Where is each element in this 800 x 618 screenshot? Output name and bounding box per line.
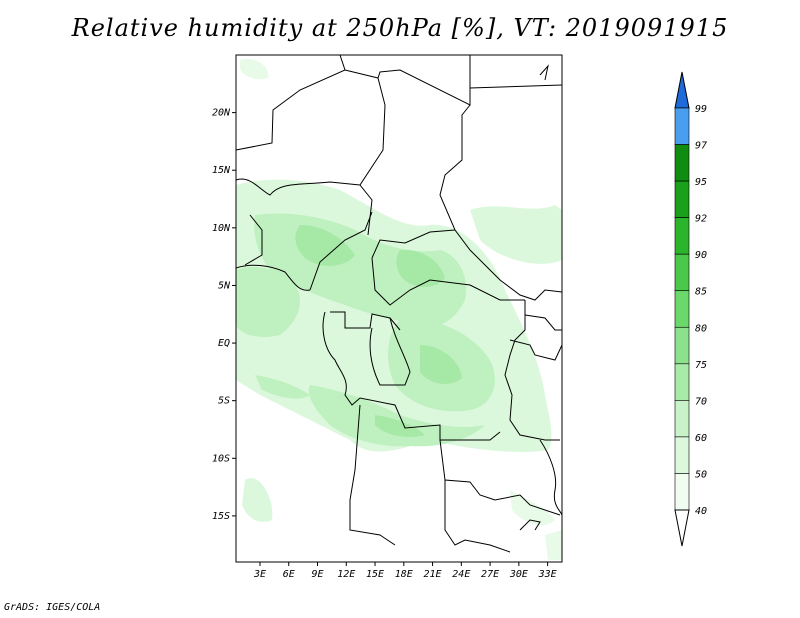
border-line [371, 229, 456, 259]
border-line [509, 339, 563, 361]
humidity-area-dark [420, 345, 462, 384]
humidity-area-light [510, 490, 555, 526]
border-line [235, 54, 346, 151]
colorbar-bin [674, 253, 690, 292]
colorbar-bin [674, 400, 690, 438]
lon-tick-label: 6E [283, 569, 295, 580]
humidity-area-light [240, 59, 269, 80]
lon-tick-label: 27E [481, 569, 499, 580]
lon-tick-label: 9E [311, 569, 323, 580]
colorbar-label: 80 [695, 323, 707, 334]
colorbar-label: 90 [695, 250, 707, 261]
colorbar-bin [674, 363, 690, 401]
colorbar-bin [674, 107, 690, 145]
border-line [439, 439, 561, 516]
colorbar-label: 60 [695, 433, 707, 444]
lon-tick-label: 24E [452, 569, 470, 580]
colorbar-bin [674, 290, 690, 328]
humidity-area-dark [295, 225, 355, 266]
colorbar-label: 40 [695, 506, 707, 517]
credit-label: GrADS: IGES/COLA [4, 602, 101, 613]
lon-tick-label: 12E [337, 569, 355, 580]
humidity-area-dark [375, 415, 425, 437]
lon-tick-label: 33E [538, 569, 557, 580]
colorbar-bin [674, 436, 690, 474]
border-line [504, 300, 560, 441]
lat-tick-label: 10N [212, 223, 231, 234]
country-borders [235, 54, 563, 553]
border-line [369, 317, 411, 386]
colorbar-bin [674, 326, 690, 365]
colorbar-label: 85 [695, 287, 707, 298]
humidity-area-light [242, 478, 273, 522]
border-line [524, 314, 562, 331]
lat-tick-label: 10S [212, 453, 230, 464]
lat-tick-label: 5N [218, 280, 231, 291]
lat-tick-label: 5S [218, 396, 230, 407]
border-line [439, 104, 563, 301]
colorbar-bin [674, 180, 690, 218]
colorbar-label: 50 [695, 469, 707, 480]
longitude-ticks: 3E 6E 9E 12E 15E 18E 21E 24E 27E 30E 33E [253, 562, 557, 580]
humidity-shading [236, 59, 562, 560]
humidity-area-light [470, 205, 562, 264]
colorbar-bin [674, 144, 690, 182]
lat-tick-label: EQ [218, 338, 230, 349]
border-line [539, 64, 549, 81]
humidity-area-medium [236, 266, 300, 337]
colorbar-label: 70 [695, 396, 707, 407]
border-line [244, 214, 263, 266]
border-line [349, 404, 396, 546]
lon-tick-label: 3E [253, 569, 266, 580]
humidity-area-medium [255, 375, 310, 399]
lon-tick-label: 21E [424, 569, 442, 580]
border-line [371, 257, 525, 306]
border-line [539, 439, 563, 516]
colorbar-lower-triangle [674, 509, 690, 547]
lon-tick-label: 30E [509, 569, 528, 580]
lon-tick-label: 15E [366, 569, 384, 580]
colorbar-label: 92 [695, 214, 707, 225]
border-line [359, 77, 386, 236]
colorbar-label: 99 [695, 104, 707, 115]
border-line [469, 84, 563, 89]
colorbar-bin [674, 473, 690, 511]
map-title: Relative humidity at 250hPa [%], VT: 201… [71, 14, 729, 42]
humidity-area-medium [308, 385, 485, 447]
colorbar: 40 50 60 70 75 80 85 90 92 95 97 99 [674, 71, 707, 547]
colorbar-label: 97 [695, 141, 707, 152]
colorbar-upper-triangle [674, 71, 690, 109]
border-line [519, 519, 541, 531]
humidity-area-dark [396, 249, 445, 287]
lon-tick-label: 18E [395, 569, 413, 580]
map-frame [235, 54, 563, 563]
border-line [309, 211, 373, 291]
lat-tick-label: 15N [212, 165, 231, 176]
border-line [322, 311, 501, 441]
colorbar-label: 75 [695, 360, 707, 371]
border-line [235, 264, 311, 291]
latitude-ticks: 20N 15N 10N 5N EQ 5S 10S 15S [212, 108, 236, 522]
lat-tick-label: 20N [212, 108, 231, 119]
humidity-area-light [545, 530, 562, 560]
border-line [344, 55, 471, 106]
border-line [444, 480, 511, 553]
colorbar-label: 95 [695, 177, 707, 188]
colorbar-bin [674, 217, 690, 255]
border-line [235, 178, 361, 196]
lat-tick-label: 15S [212, 511, 230, 522]
